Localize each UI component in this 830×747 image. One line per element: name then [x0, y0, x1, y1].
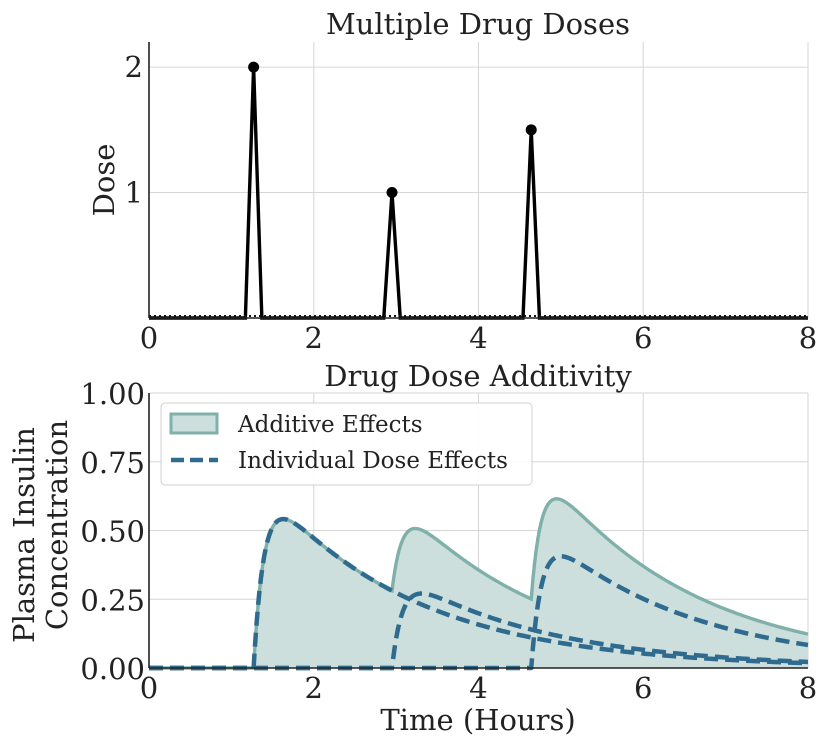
top-x-tick-label: 4 — [469, 321, 487, 355]
top-y-tick-label: 2 — [125, 50, 143, 84]
dose-peak-marker — [525, 124, 537, 136]
legend-additive-label: Additive Effects — [237, 412, 423, 438]
legend-box — [160, 402, 533, 486]
dose-peak-marker — [248, 61, 260, 73]
top-x-tick-label: 8 — [799, 321, 817, 355]
additive-effects-area — [149, 498, 808, 668]
bottom-chart-title: Drug Dose Additivity — [324, 359, 632, 393]
top-y-axis-label: Dose — [87, 144, 121, 217]
dose-peak-marker — [386, 187, 398, 199]
bottom-x-tick-label: 6 — [634, 671, 652, 705]
top-x-tick-label: 0 — [140, 321, 158, 355]
top-y-tick-label: 1 — [125, 176, 143, 210]
bottom-y-ticks: 0.00 0.25 0.50 0.75 1.00 — [80, 377, 145, 686]
bottom-y-tick-label: 0.00 — [80, 652, 145, 686]
additive-effects-line — [149, 497, 809, 670]
top-y-ticks: 12 — [125, 50, 143, 209]
bottom-x-ticks: 0 2 4 6 8 — [140, 671, 817, 705]
top-chart-title: Multiple Drug Doses — [326, 7, 630, 41]
top-x-tick-label: 2 — [305, 321, 323, 355]
legend-additive-swatch — [169, 412, 219, 435]
bottom-y-tick-label: 0.25 — [80, 583, 145, 617]
bottom-x-tick-label: 2 — [305, 671, 323, 705]
top-x-ticks: 0 2 4 6 8 — [140, 321, 817, 355]
bottom-x-tick-label: 4 — [469, 671, 487, 705]
bottom-y-axis-label-line2: Concentration — [40, 420, 74, 630]
bottom-x-tick-label: 8 — [799, 671, 817, 705]
bottom-y-tick-label: 0.75 — [80, 446, 145, 480]
legend-individual-label: Individual Dose Effects — [238, 448, 508, 474]
bottom-y-tick-label: 0.50 — [80, 515, 145, 549]
dose-markers — [248, 61, 537, 199]
legend: Additive Effects Individual Dose Effects — [160, 402, 533, 486]
bottom-y-axis-label-line1: Plasma Insulin — [7, 427, 41, 643]
top-x-tick-label: 6 — [634, 321, 652, 355]
bottom-y-tick-label: 1.00 — [80, 377, 145, 411]
individual-dose-curve-1 — [148, 516, 809, 671]
bottom-x-axis-label: Time (Hours) — [380, 703, 575, 737]
bottom-x-tick-label: 0 — [140, 671, 158, 705]
